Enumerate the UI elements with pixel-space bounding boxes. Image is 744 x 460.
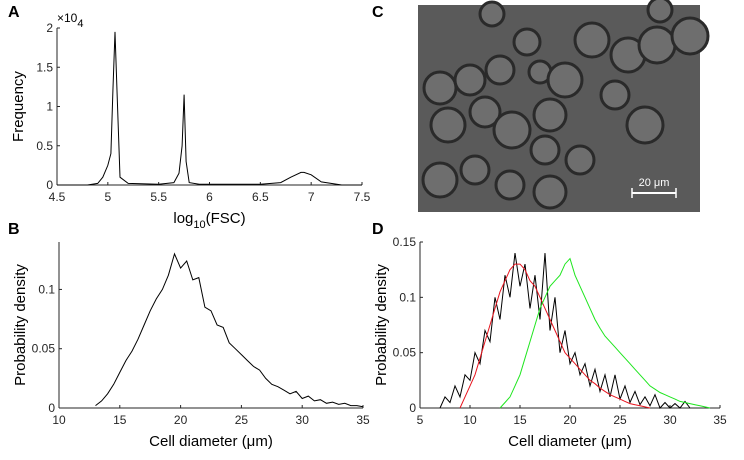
x-tick-label: 7 — [308, 190, 315, 204]
x-tick-label: 35 — [713, 413, 727, 427]
axis-label: Frequency — [10, 71, 27, 142]
y-tick-label: 1 — [46, 100, 53, 114]
y-tick-label: 1.5 — [36, 60, 53, 74]
x-tick-label: 35 — [356, 413, 370, 427]
label-part: log — [173, 210, 193, 227]
x-tick-label: 4.5 — [49, 190, 66, 204]
panel-label: A — [8, 4, 20, 21]
x-tick-label: 5 — [417, 413, 424, 427]
label-part: 4 — [77, 18, 83, 30]
y-tick-label: 0 — [48, 401, 55, 415]
data-line — [459, 263, 651, 409]
x-tick-label: 7.5 — [354, 190, 371, 204]
axis-label: log10(FSC) — [173, 210, 245, 231]
y-tick-label: 0.1 — [399, 290, 416, 304]
data-line — [499, 257, 711, 409]
x-tick-label: 30 — [296, 413, 310, 427]
data-line — [95, 252, 364, 408]
x-tick-label: 20 — [563, 413, 577, 427]
x-tick-label: 15 — [113, 413, 127, 427]
label-part: ×10 — [57, 11, 78, 25]
x-tick-label: 5.5 — [150, 190, 167, 204]
data-line — [439, 253, 691, 409]
data-line — [57, 31, 362, 186]
x-tick-label: 6.5 — [252, 190, 269, 204]
x-tick-label: 30 — [663, 413, 677, 427]
y-tick-label: 2 — [46, 21, 53, 35]
panel-label: B — [8, 221, 20, 238]
x-tick-label: 10 — [463, 413, 477, 427]
x-tick-label: 25 — [613, 413, 627, 427]
label-part: 10 — [193, 219, 205, 231]
x-tick-label: 6 — [206, 190, 213, 204]
axis-label: Probability density — [373, 264, 390, 386]
panel-label: C — [372, 4, 384, 21]
axis-label: Probability density — [12, 264, 29, 386]
y-tick-label: 0.05 — [393, 346, 417, 360]
y-tick-label: 0.1 — [38, 282, 55, 296]
y-tick-label: 0.05 — [32, 342, 56, 356]
x-tick-label: 15 — [513, 413, 527, 427]
y-tick-label: 0.5 — [36, 139, 53, 153]
axis-label: ×104 — [57, 11, 83, 30]
y-tick-label: 0 — [46, 178, 53, 192]
y-tick-label: 0 — [409, 401, 416, 415]
scale-bar-label: 20 μm — [639, 177, 670, 189]
x-tick-label: 25 — [235, 413, 249, 427]
x-tick-label: 20 — [174, 413, 188, 427]
micrograph: 20 μm — [418, 0, 710, 212]
x-tick-label: 5 — [104, 190, 111, 204]
axis-label: Cell diameter (μm) — [508, 433, 632, 450]
axis-label: Cell diameter (μm) — [149, 433, 273, 450]
panel-label: D — [372, 221, 384, 238]
y-tick-label: 0.15 — [393, 235, 417, 249]
label-part: (FSC) — [206, 210, 246, 227]
x-tick-label: 10 — [52, 413, 66, 427]
